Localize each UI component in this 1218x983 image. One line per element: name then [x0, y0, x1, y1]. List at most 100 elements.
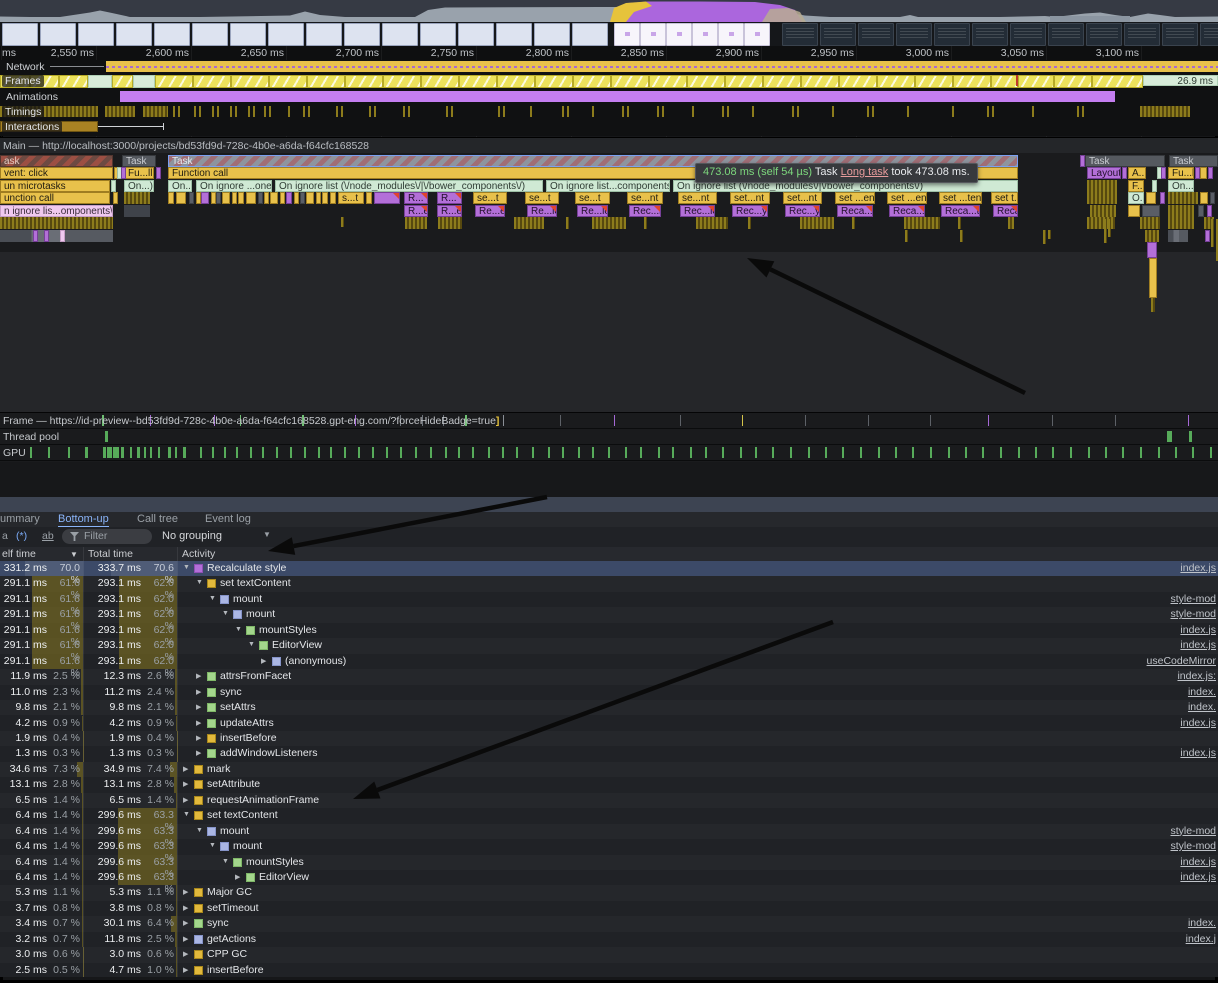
timings-block[interactable] [105, 106, 135, 117]
flame-block[interactable]: A... [1128, 167, 1146, 179]
table-row[interactable]: 34.6 ms 7.3 % 34.9 ms 7.4 % ▶ mark [0, 761, 1218, 778]
flame-sliver[interactable] [566, 217, 569, 229]
timing-marker[interactable] [230, 106, 232, 117]
flame-block[interactable]: Rec...le [680, 204, 715, 217]
flame-sliver[interactable] [1128, 204, 1140, 217]
column-total-time[interactable]: Total time [88, 548, 133, 560]
flame-block[interactable]: Task [168, 155, 1018, 167]
screenshot-thumbnail[interactable] [640, 23, 666, 46]
collapse-icon[interactable]: ▼ [235, 625, 242, 633]
table-row[interactable]: 13.1 ms 2.8 % 13.1 ms 2.8 % ▶ setAttribute [0, 777, 1218, 793]
timing-marker[interactable] [952, 106, 954, 117]
flame-block[interactable]: se...t [575, 192, 610, 204]
tab-call-tree[interactable]: Call tree [137, 513, 178, 525]
screenshot-thumbnail[interactable] [230, 23, 266, 46]
flame-block[interactable]: set ...ent [887, 192, 927, 204]
thread_pool-track[interactable]: Thread pool [0, 429, 1218, 445]
table-row[interactable]: 291.1 ms 61.6 % 293.1 ms 62.0 % ▼ EditorView i… [0, 638, 1218, 663]
frame-cell[interactable] [383, 75, 421, 88]
timing-marker[interactable] [722, 106, 724, 117]
source-link[interactable]: index.js [1180, 716, 1216, 729]
flame-sliver[interactable] [1145, 229, 1159, 242]
timing-marker[interactable] [692, 106, 694, 117]
flame-sliver[interactable] [960, 229, 963, 242]
column-activity[interactable]: Activity [182, 548, 216, 560]
table-row[interactable]: 3.4 ms 0.7 % 30.1 ms 6.4 % ▶ sync index. [0, 916, 1218, 932]
table-row[interactable]: 291.1 ms 61.6 % 293.1 ms 62.0 % ▼ mountStyles… [0, 622, 1218, 648]
flame-sliver[interactable] [1149, 258, 1157, 298]
expand-icon[interactable]: ▶ [196, 704, 202, 712]
flame-block[interactable]: O... [1128, 192, 1144, 204]
source-link[interactable]: index.js [1180, 871, 1216, 883]
expand-icon[interactable]: ▶ [196, 673, 202, 681]
flame-sliver[interactable] [1087, 192, 1117, 204]
timing-marker[interactable] [451, 106, 453, 117]
source-link[interactable]: style-mod [1170, 608, 1216, 621]
table-row[interactable]: 291.1 ms 61.6 % 293.1 ms 62.0 % ▶ (anonymous)… [0, 653, 1218, 679]
flame-block[interactable]: Reca...yle [837, 204, 873, 217]
timing-marker[interactable] [567, 106, 569, 117]
frame-cell[interactable] [1054, 75, 1092, 88]
flame-block[interactable]: Re...le [577, 204, 608, 217]
screenshot-thumbnail[interactable] [972, 23, 1008, 46]
flame-sliver[interactable] [1207, 204, 1212, 217]
frame-cell-idle[interactable] [133, 75, 155, 88]
flame-sliver[interactable] [405, 217, 427, 229]
source-link[interactable]: style-mod [1170, 840, 1216, 853]
flame-sliver[interactable] [1104, 219, 1107, 243]
network-track-label[interactable]: Network [6, 61, 45, 73]
flame-sliver[interactable] [60, 229, 65, 242]
screenshot-thumbnail[interactable] [782, 23, 818, 46]
screenshot-thumbnail[interactable] [614, 23, 640, 46]
source-link[interactable]: index. [1187, 917, 1216, 930]
flame-sliver[interactable] [1210, 192, 1215, 204]
timing-marker[interactable] [369, 106, 371, 117]
screenshot-thumbnail[interactable] [78, 23, 114, 46]
flame-block[interactable]: R...e [437, 204, 462, 217]
timing-marker[interactable] [727, 106, 729, 117]
flame-sliver[interactable] [1140, 217, 1160, 229]
timing-marker[interactable] [832, 106, 834, 117]
flame-sliver[interactable] [514, 217, 544, 229]
screenshot-thumbnail[interactable] [718, 23, 744, 46]
screenshot-thumbnail[interactable] [306, 23, 342, 46]
timing-marker[interactable] [173, 106, 175, 117]
frame-cell[interactable] [535, 75, 573, 88]
source-link[interactable]: style-mod [1170, 824, 1216, 837]
flame-sliver[interactable] [1090, 204, 1116, 217]
frame-track-label[interactable]: Frame — https://id-preview--bd53fd9d-728… [3, 415, 500, 427]
screenshot-thumbnail[interactable] [40, 23, 76, 46]
flame-sliver[interactable] [1211, 219, 1214, 247]
match-word-icon[interactable]: ab [42, 530, 54, 542]
timing-marker[interactable] [867, 106, 869, 117]
sort-arrow-icon[interactable]: ▼ [70, 550, 78, 559]
flame-block[interactable]: un microtasks [0, 179, 110, 192]
column-divider[interactable] [83, 547, 84, 977]
table-row[interactable]: 6.5 ms 1.4 % 6.5 ms 1.4 % ▶ requestAnimationF… [0, 792, 1218, 809]
expand-icon[interactable]: ▶ [183, 920, 189, 928]
flame-block[interactable]: R... [404, 192, 428, 204]
timing-marker[interactable] [872, 106, 874, 117]
flame-sliver[interactable] [264, 192, 269, 204]
flame-block[interactable]: Task [1085, 155, 1165, 167]
expand-icon[interactable]: ▶ [183, 765, 189, 773]
timing-marker[interactable] [992, 106, 994, 117]
frame-cell[interactable] [877, 75, 915, 88]
collapse-icon[interactable]: ▼ [183, 811, 190, 819]
flame-sliver[interactable] [1168, 217, 1194, 229]
flame-block[interactable]: R...e [404, 204, 428, 217]
timing-marker[interactable] [797, 106, 799, 117]
expand-icon[interactable]: ▶ [196, 750, 202, 758]
timing-marker[interactable] [1077, 106, 1079, 117]
flame-sliver[interactable] [0, 217, 113, 229]
flame-sliver[interactable] [232, 192, 237, 204]
flame-block[interactable]: On ignore ...onents\/) [196, 179, 272, 192]
chevron-down-icon[interactable]: ▼ [263, 530, 271, 539]
expand-icon[interactable]: ▶ [183, 796, 189, 804]
flame-block[interactable]: unction call [0, 192, 110, 204]
source-link[interactable]: useCodeMirror [1146, 654, 1216, 667]
expand-icon[interactable]: ▶ [183, 966, 189, 974]
thread_pool-track-label[interactable]: Thread pool [3, 431, 60, 443]
flame-sliver[interactable] [1146, 192, 1156, 204]
flame-sliver[interactable] [1151, 298, 1155, 312]
